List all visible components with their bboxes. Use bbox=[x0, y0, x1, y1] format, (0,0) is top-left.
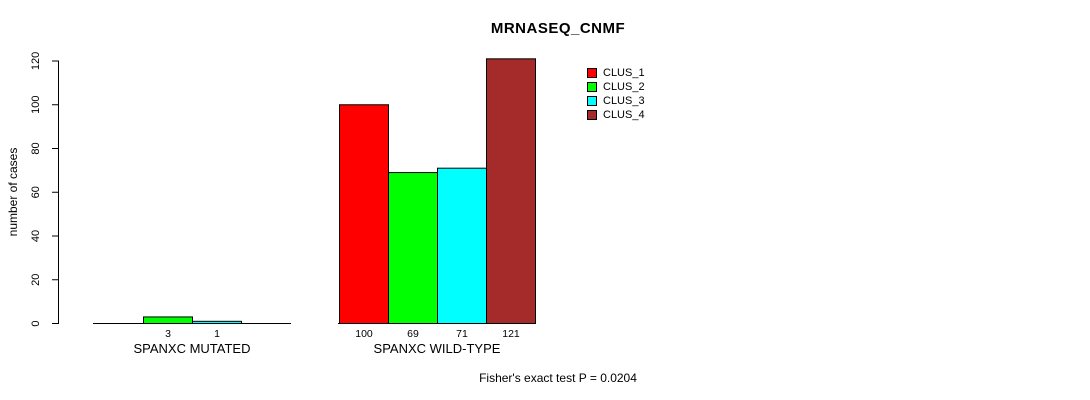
legend-item-clus_4: CLUS_4 bbox=[587, 108, 645, 122]
bar-clus_2-wildtype bbox=[388, 172, 438, 324]
bar-value-label: 1 bbox=[214, 328, 220, 340]
legend-swatch-clus_2 bbox=[587, 82, 597, 92]
bar-clus_1-wildtype bbox=[339, 104, 389, 324]
y-tick-label: 40 bbox=[30, 230, 42, 242]
bar-value-label: 121 bbox=[502, 328, 520, 340]
bar-value-label: 3 bbox=[165, 328, 171, 340]
y-tick-label: 80 bbox=[30, 142, 42, 154]
y-tick-label: 0 bbox=[30, 320, 42, 326]
legend-swatch-clus_3 bbox=[587, 96, 597, 106]
bar-clus_2-mutated bbox=[143, 316, 193, 324]
legend-label: CLUS_3 bbox=[603, 95, 645, 107]
y-tick-label: 20 bbox=[30, 274, 42, 286]
legend-item-clus_2: CLUS_2 bbox=[587, 80, 645, 94]
y-tick-label: 100 bbox=[30, 96, 42, 114]
y-tick-label: 120 bbox=[30, 52, 42, 70]
x-group-label-wildtype: SPANXC WILD-TYPE bbox=[373, 341, 501, 356]
fisher-test-annotation: Fisher's exact test P = 0.0204 bbox=[479, 371, 637, 385]
bar-value-label: 100 bbox=[355, 328, 373, 340]
legend-item-clus_3: CLUS_3 bbox=[587, 94, 645, 108]
legend-swatch-clus_1 bbox=[587, 68, 597, 78]
bar-clus_3-wildtype bbox=[437, 167, 487, 324]
x-group-label-mutated: SPANXC MUTATED bbox=[133, 341, 251, 356]
legend-label: CLUS_1 bbox=[603, 67, 645, 79]
legend-swatch-clus_4 bbox=[587, 110, 597, 120]
bar-value-label: 71 bbox=[456, 328, 468, 340]
chart-title: MRNASEQ_CNMF bbox=[490, 20, 626, 37]
legend-label: CLUS_4 bbox=[603, 109, 645, 121]
legend-label: CLUS_2 bbox=[603, 81, 645, 93]
legend: CLUS_1 CLUS_2 CLUS_3 CLUS_4 bbox=[587, 66, 645, 122]
bar-value-label: 69 bbox=[407, 328, 419, 340]
legend-item-clus_1: CLUS_1 bbox=[587, 66, 645, 80]
bar-clus_4-wildtype bbox=[486, 58, 536, 324]
bar-clus_3-mutated bbox=[192, 320, 242, 324]
y-tick-label: 60 bbox=[30, 186, 42, 198]
